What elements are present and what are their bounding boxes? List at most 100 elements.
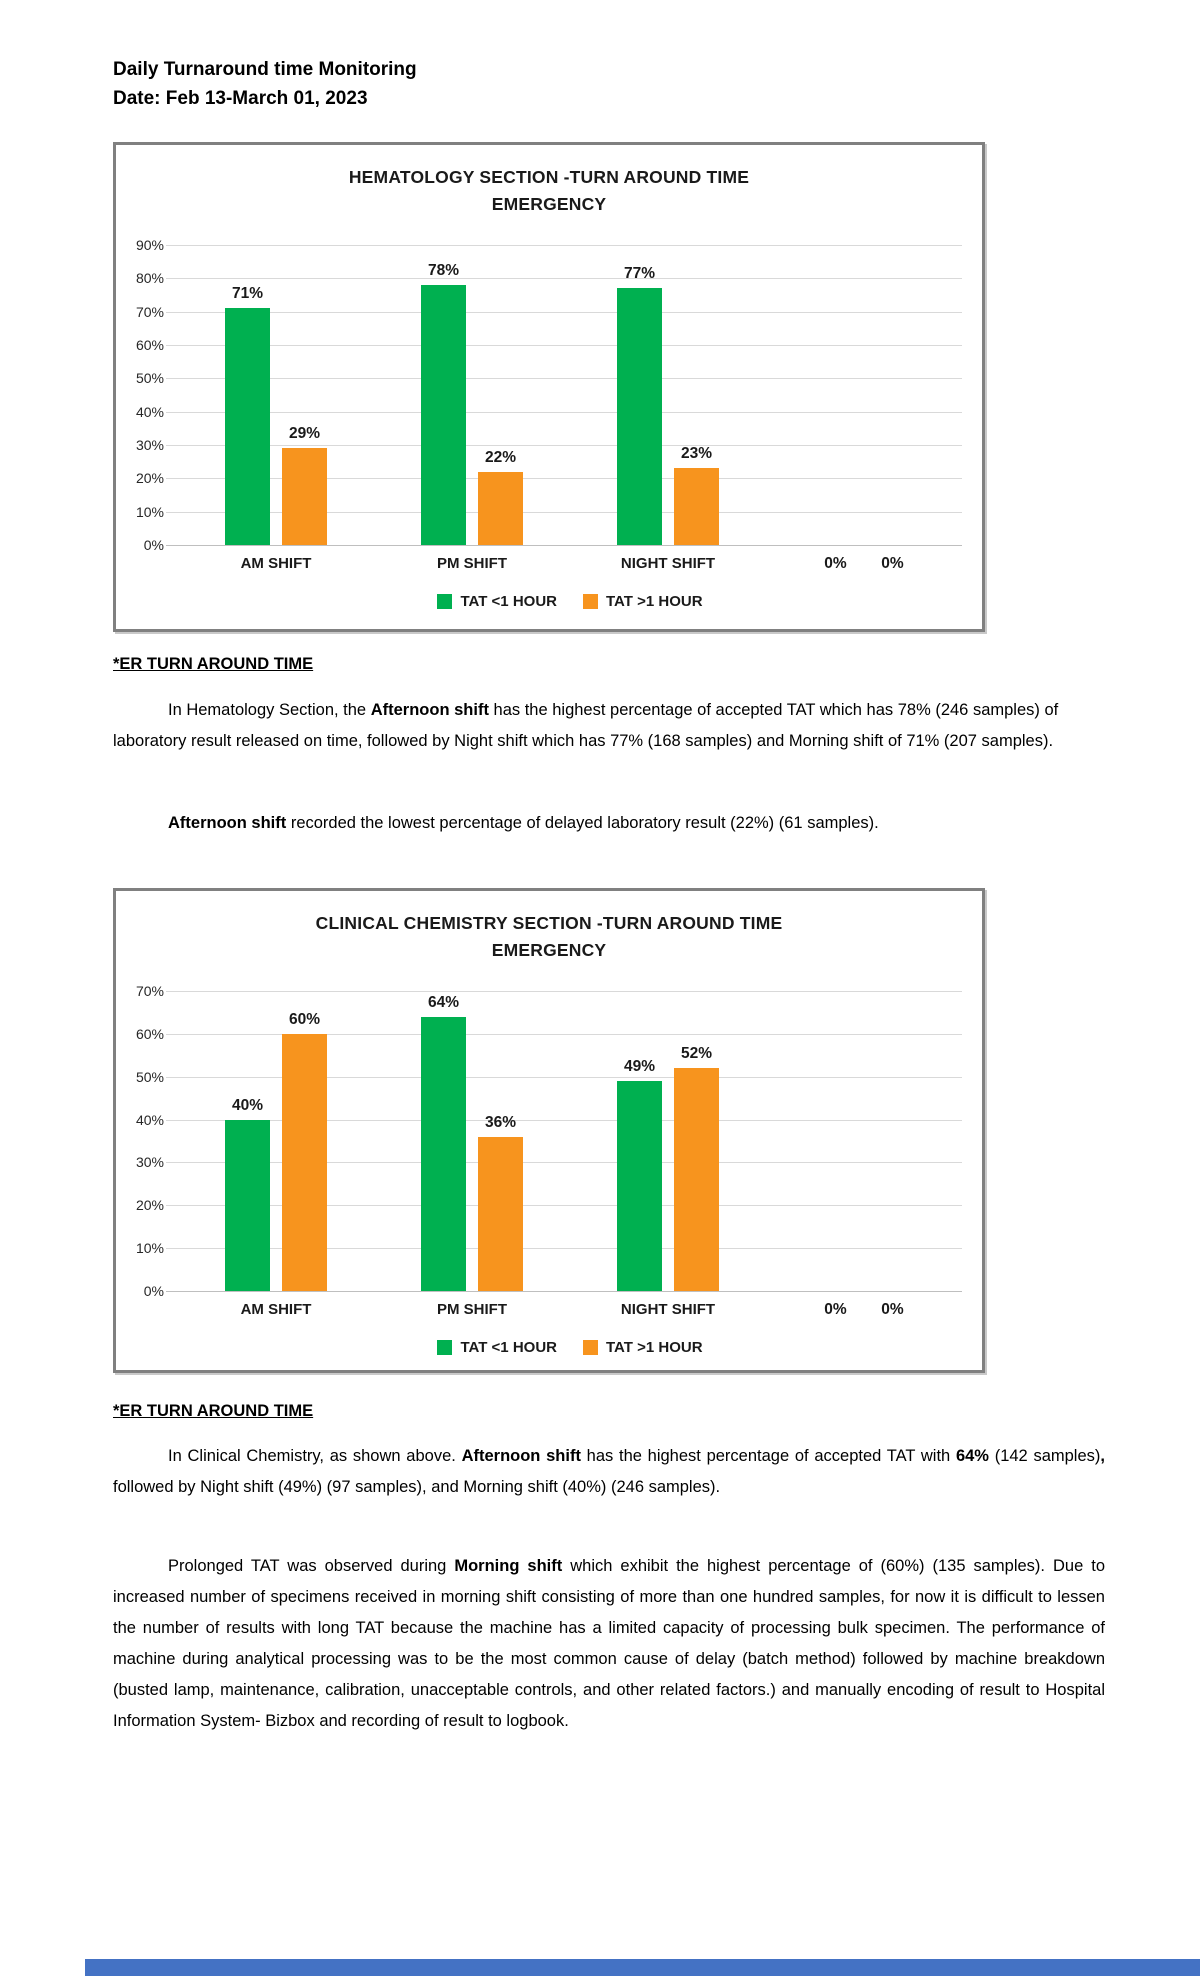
emphasized-text: 64% [955,1447,989,1465]
bar-data-label: 52% [680,1045,713,1063]
bar-data-label: 0% [824,555,847,572]
emphasized-text: , [1100,1447,1105,1465]
legend-label: TAT <1 HOUR [460,593,557,610]
hematology-analysis-paragraph-2: Afternoon shift recorded the lowest perc… [113,808,1105,839]
footer-blue-bar [85,1959,1200,1976]
legend-item: TAT <1 HOUR [437,593,557,610]
legend-item: TAT <1 HOUR [437,1339,557,1356]
emphasized-text: Afternoon shift [370,701,489,719]
legend-label: TAT >1 HOUR [606,593,703,610]
bar-tat-under-1-hour [617,1081,662,1291]
body-text: In Clinical Chemistry, as shown above. [168,1447,462,1465]
gridline [166,445,962,446]
document-header: Daily Turnaround time Monitoring Date: F… [113,55,417,113]
bar-tat-over-1-hour [282,448,327,545]
y-axis-tick-label: 50% [135,1068,164,1085]
emphasized-text: Morning shift [454,1557,563,1575]
gridline [166,378,962,380]
x-axis-category-label: PM SHIFT [437,555,507,572]
bar-data-label: 0% [881,555,904,572]
chart-legend: TAT <1 HOUR TAT >1 HOUR [178,593,962,610]
gridline [166,1248,962,1250]
y-axis-tick-label: 40% [135,1111,164,1128]
y-axis-tick-label: 70% [135,303,164,320]
gridline [166,511,962,513]
hematology-tat-chart: HEMATOLOGY SECTION -TURN AROUND TIME EMER… [113,142,985,632]
chart-title: CLINICAL CHEMISTRY SECTION -TURN AROUND … [315,913,783,933]
y-axis-tick-label: 80% [135,270,164,287]
bar-tat-under-1-hour [421,285,466,545]
legend-item: TAT >1 HOUR [583,1339,703,1356]
y-axis-tick-label: 70% [135,983,164,999]
x-axis-category-label: AM SHIFT [240,1301,312,1318]
legend-swatch-green [437,1340,453,1355]
bar-tat-over-1-hour [674,468,719,545]
gridline [166,311,962,313]
bar-data-label: 78% [427,262,460,279]
bar-data-label: 71% [231,285,264,303]
legend-item: TAT >1 HOUR [583,593,703,610]
legend-label: TAT <1 HOUR [460,1339,557,1356]
x-axis-category-label: NIGHT SHIFT [620,1301,716,1318]
y-axis-tick-label: 0% [143,1283,164,1299]
gridline [166,991,962,992]
legend-swatch-orange [583,594,598,609]
bar-data-label: 0% [824,1301,847,1318]
bar-data-label: 29% [288,425,321,443]
chemistry-analysis-paragraph-2: Prolonged TAT was observed during Mornin… [113,1551,1105,1737]
legend-swatch-green [437,594,453,609]
gridline [166,278,962,280]
bar-tat-under-1-hour [225,1119,270,1291]
chart-plot-area: 0% 10% 20% 30% 40% 50% 60% 70% AM SHIFT 40% 60% PM … [136,983,962,1356]
bar-data-label: 40% [231,1096,264,1114]
chart-plot-area: 0% 10% 20% 30% 40% 50% 60% 70% 80% 90% AM SHIFT 71%… [136,237,962,610]
bar-tat-under-1-hour [225,308,270,545]
x-axis-category-label: PM SHIFT [437,1301,507,1318]
body-text: has the highest percentage of accepted T… [113,701,1059,750]
bar-data-label: 36% [484,1113,517,1131]
y-axis-tick-label: 50% [135,370,164,387]
document-title: Daily Turnaround time Monitoring [113,59,417,80]
legend-label: TAT >1 HOUR [606,1339,703,1356]
x-axis-line [166,545,962,546]
chart-title: HEMATOLOGY SECTION -TURN AROUND TIME [348,167,750,187]
bar-tat-under-1-hour [617,288,662,545]
chemistry-analysis-paragraph-1: In Clinical Chemistry, as shown above. A… [113,1441,1105,1503]
y-axis-tick-label: 60% [135,1025,164,1042]
bar-data-label: 23% [680,445,713,463]
body-text: (142 samples) [988,1447,1101,1465]
legend-swatch-orange [583,1340,598,1355]
y-axis-tick-label: 0% [143,537,164,553]
chart-subtitle: EMERGENCY [491,940,607,960]
gridline [166,1162,962,1164]
bar-data-label: 22% [484,448,517,466]
bar-data-label: 60% [288,1010,321,1028]
gridline [166,245,962,246]
y-axis-tick-label: 10% [135,503,164,520]
emphasized-text: Afternoon shift [461,1447,581,1465]
chart-legend: TAT <1 HOUR TAT >1 HOUR [178,1339,962,1356]
bar-tat-over-1-hour [478,471,523,545]
x-axis-category-label: NIGHT SHIFT [620,555,716,572]
bar-tat-over-1-hour [478,1136,523,1291]
gridline [166,345,962,346]
er-turnaround-heading-1: *ER TURN AROUND TIME [113,655,314,673]
y-axis-tick-label: 40% [135,403,164,420]
body-text: recorded the lowest percentage of delaye… [286,814,879,832]
bar-data-label: 0% [881,1301,904,1318]
bar-tat-over-1-hour [674,1068,719,1291]
gridline [166,478,962,480]
y-axis-tick-label: 90% [135,237,164,253]
hematology-analysis-paragraph-1: In Hematology Section, the Afternoon shi… [113,695,1105,757]
gridline [166,411,962,413]
x-axis-category-label: AM SHIFT [240,555,312,572]
gridline [166,1119,962,1121]
gridline [166,1033,962,1035]
emphasized-text: Afternoon shift [168,814,287,832]
body-text: has the highest percentage of accepted T… [580,1447,956,1465]
bar-data-label: 49% [623,1058,656,1075]
y-axis-tick-label: 30% [135,437,164,453]
body-text: In Hematology Section, the [168,701,371,719]
y-axis-tick-label: 60% [135,337,164,353]
